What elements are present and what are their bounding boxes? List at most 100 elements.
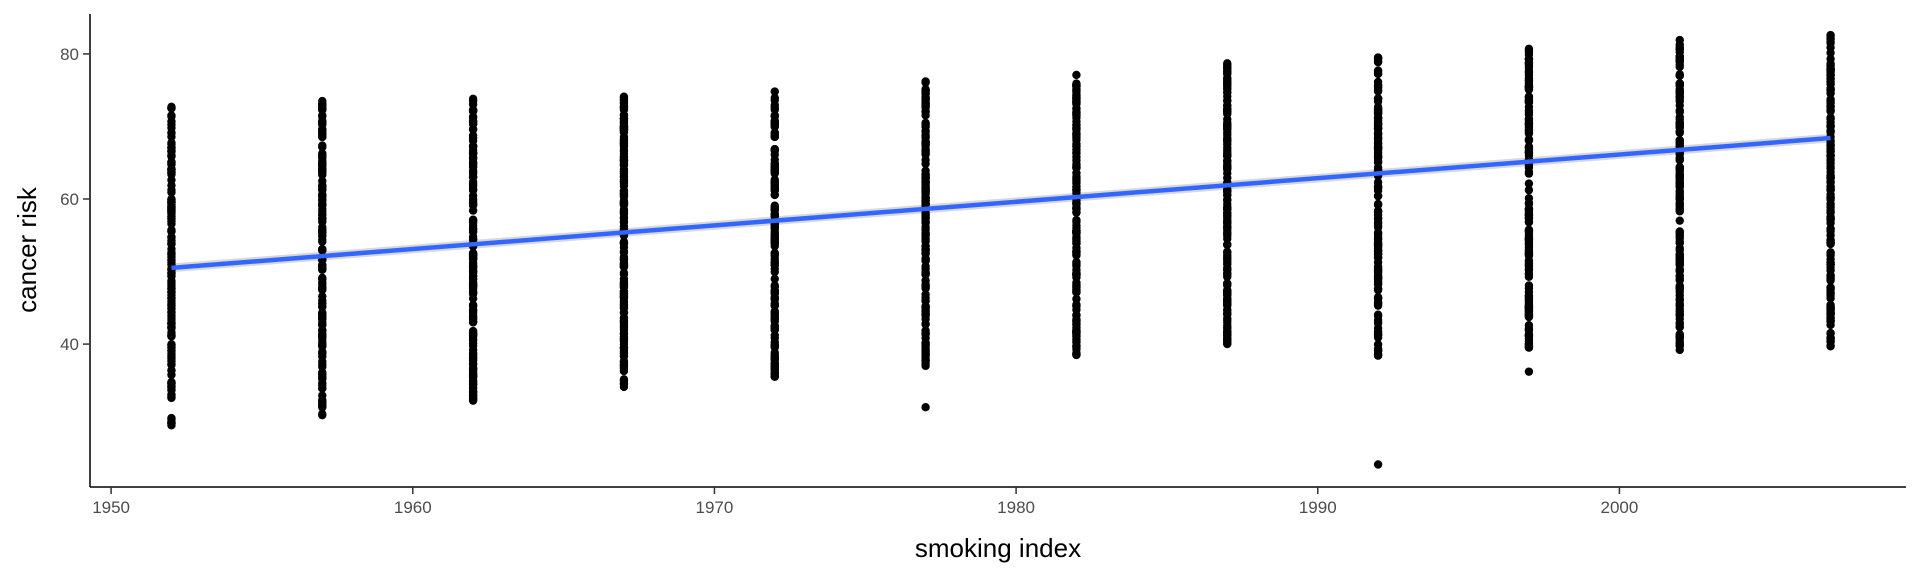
data-point	[1072, 125, 1081, 134]
data-point	[1373, 310, 1383, 319]
data-point	[921, 276, 930, 285]
data-point	[1675, 309, 1684, 319]
data-point	[770, 87, 779, 96]
data-point	[468, 215, 478, 225]
data-point	[1373, 83, 1383, 92]
data-point	[1072, 315, 1081, 324]
data-point	[921, 293, 930, 302]
data-point	[1072, 251, 1081, 260]
data-point	[921, 138, 930, 147]
data-point	[1524, 342, 1534, 351]
data-point	[1072, 148, 1081, 157]
data-point	[468, 254, 478, 264]
data-point	[1373, 218, 1383, 227]
data-point	[619, 248, 629, 257]
data-point	[921, 268, 930, 277]
data-point	[1373, 77, 1383, 87]
data-point	[1373, 67, 1383, 77]
data-point	[468, 133, 478, 143]
data-point	[1072, 92, 1081, 102]
data-point	[468, 179, 478, 189]
data-point	[167, 381, 176, 391]
data-point	[619, 289, 629, 298]
data-point	[167, 308, 176, 317]
data-point	[921, 98, 930, 108]
data-point	[619, 214, 629, 223]
data-point	[921, 320, 930, 329]
data-point	[770, 300, 779, 310]
data-point	[770, 100, 779, 110]
data-point	[318, 329, 327, 338]
data-point	[921, 200, 930, 209]
data-point	[318, 132, 327, 141]
data-point	[921, 214, 930, 223]
data-point	[167, 370, 176, 380]
data-point	[619, 126, 629, 135]
outlier-point	[921, 403, 930, 412]
data-point	[619, 181, 629, 191]
data-point	[1072, 168, 1081, 178]
data-point	[1072, 328, 1081, 337]
data-point	[921, 147, 930, 156]
data-point	[921, 262, 930, 271]
data-point	[1675, 164, 1684, 173]
data-point	[1072, 139, 1081, 149]
data-point	[619, 335, 629, 344]
data-point	[1524, 234, 1534, 243]
data-point	[1373, 199, 1383, 209]
data-point	[921, 107, 930, 117]
data-point	[468, 112, 478, 121]
data-point	[318, 320, 327, 330]
data-point	[1524, 46, 1534, 55]
data-point	[468, 172, 478, 182]
data-point	[770, 351, 779, 361]
data-point	[318, 112, 327, 121]
data-point	[1072, 70, 1081, 80]
x-tick-label: 1970	[696, 498, 734, 517]
data-point	[1072, 269, 1081, 279]
data-point	[770, 116, 779, 125]
data-point	[468, 223, 478, 233]
data-point	[167, 166, 176, 175]
data-point	[318, 409, 327, 419]
data-point	[619, 321, 629, 331]
data-point	[1826, 271, 1835, 280]
data-point	[1373, 234, 1383, 244]
y-tick-label: 60	[60, 190, 79, 209]
data-point	[1826, 337, 1835, 347]
data-point	[1675, 301, 1684, 310]
data-point	[1524, 95, 1534, 105]
data-point	[770, 205, 779, 214]
data-point	[1826, 238, 1835, 247]
data-point	[318, 400, 327, 410]
data-point	[1072, 156, 1081, 165]
data-point	[318, 378, 327, 388]
data-point	[1223, 229, 1232, 238]
data-point	[318, 126, 327, 135]
data-point	[318, 207, 327, 216]
data-point	[1223, 130, 1232, 139]
data-point	[1223, 247, 1232, 256]
data-point	[1223, 331, 1232, 340]
data-point	[1675, 171, 1684, 180]
data-point	[921, 118, 930, 128]
data-point	[1675, 62, 1684, 72]
data-point	[167, 296, 176, 306]
data-point	[619, 259, 629, 269]
data-point	[1524, 199, 1534, 209]
data-point	[770, 183, 779, 192]
data-point	[318, 119, 327, 128]
data-point	[1675, 274, 1684, 283]
data-point	[1675, 87, 1684, 96]
data-point	[167, 248, 176, 257]
data-point	[1373, 328, 1383, 337]
data-point	[770, 230, 779, 240]
data-point	[619, 102, 629, 111]
data-point	[1826, 227, 1835, 236]
data-point	[167, 331, 176, 340]
data-point	[619, 366, 629, 376]
data-point	[468, 300, 478, 310]
data-point	[1373, 284, 1383, 293]
data-point	[1826, 34, 1835, 43]
data-point	[318, 237, 327, 246]
